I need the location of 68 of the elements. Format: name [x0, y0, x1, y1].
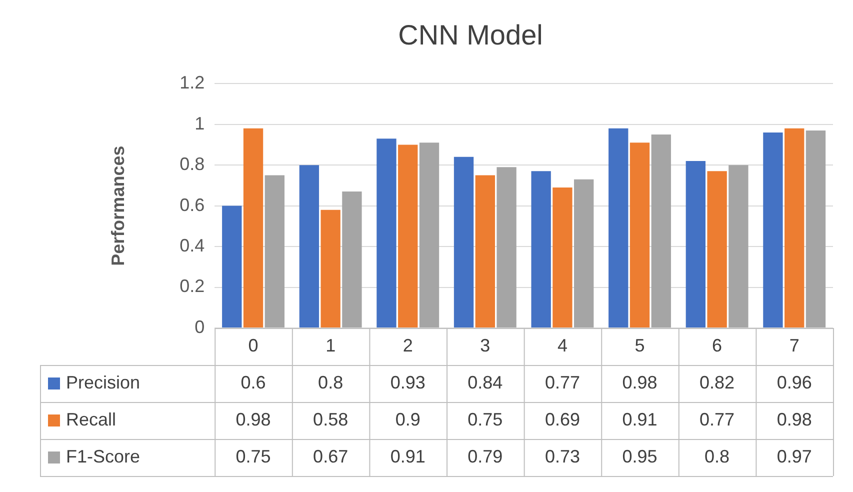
bar	[320, 210, 340, 328]
bar	[531, 171, 551, 328]
y-tick-label: 0	[194, 316, 205, 337]
x-tick-label: 5	[634, 335, 645, 356]
bar	[552, 187, 572, 328]
y-tick-label: 0.4	[180, 236, 205, 256]
bar	[454, 156, 474, 328]
bar	[475, 175, 495, 328]
legend-label: Recall	[66, 409, 116, 430]
bar	[222, 206, 242, 328]
data-label: 0.96	[776, 372, 812, 392]
x-tick-label: 7	[789, 335, 800, 356]
y-tick-label: 0.8	[180, 154, 205, 174]
data-label: 0.98	[236, 409, 271, 430]
bar	[496, 167, 516, 328]
data-label: 0.9	[395, 409, 420, 430]
data-label: 0.6	[240, 372, 266, 392]
data-label: 0.69	[544, 409, 580, 430]
x-tick-label: 2	[402, 335, 413, 356]
bar	[608, 128, 628, 328]
bar	[784, 128, 804, 328]
data-label: 0.75	[468, 409, 503, 430]
x-tick-label: 4	[557, 335, 568, 356]
bar	[630, 142, 650, 328]
data-label: 0.82	[700, 372, 735, 392]
y-tick-label: 1.2	[180, 72, 205, 93]
data-label: 0.97	[776, 446, 812, 466]
legend-label: F1-Score	[66, 446, 140, 466]
chart-title: CNN Model	[398, 20, 543, 51]
data-label: 0.84	[468, 372, 503, 392]
bar	[243, 128, 264, 328]
data-label: 0.8	[318, 372, 344, 392]
data-label: 0.98	[622, 372, 658, 392]
bar	[728, 165, 748, 328]
data-label: 0.67	[313, 446, 348, 466]
x-tick-label: 6	[712, 335, 722, 356]
data-label: 0.79	[468, 446, 503, 466]
bar	[419, 142, 440, 328]
bar	[574, 179, 594, 328]
bar	[376, 138, 396, 328]
bar	[651, 134, 671, 328]
data-label: 0.95	[622, 446, 658, 466]
bar	[806, 130, 826, 328]
data-label: 0.73	[544, 446, 580, 466]
data-label: 0.58	[313, 409, 348, 430]
bar	[707, 171, 727, 328]
y-tick-label: 0.6	[180, 194, 205, 215]
legend-label: Precision	[66, 372, 140, 392]
y-axis-title: Performances	[108, 146, 128, 266]
y-tick-label: 1	[194, 113, 205, 134]
y-tick-label: 0.2	[180, 276, 205, 296]
bar	[686, 160, 706, 328]
data-label: 0.77	[700, 409, 735, 430]
bar	[264, 175, 284, 328]
x-tick-label: 0	[248, 335, 258, 356]
data-label: 0.98	[776, 409, 812, 430]
x-tick-label: 1	[326, 335, 336, 356]
bar	[763, 132, 783, 328]
data-label: 0.91	[390, 446, 426, 466]
data-label: 0.8	[704, 446, 730, 466]
bar	[299, 165, 320, 328]
x-tick-label: 3	[480, 335, 490, 356]
data-label: 0.93	[390, 372, 426, 392]
data-label: 0.77	[544, 372, 580, 392]
bar	[398, 144, 418, 328]
data-label: 0.91	[622, 409, 658, 430]
data-label: 0.75	[236, 446, 271, 466]
bar	[342, 192, 362, 328]
